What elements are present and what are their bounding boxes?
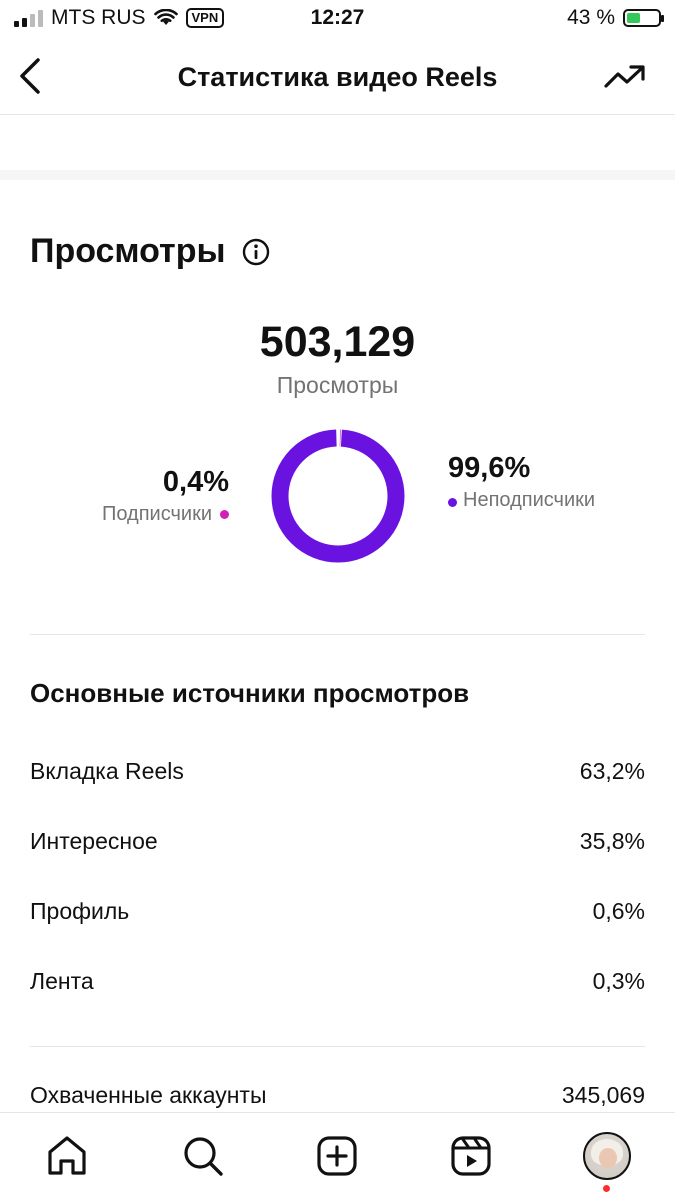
views-donut-chart [271,429,405,563]
views-section-title: Просмотры [30,232,270,271]
page-title: Статистика видео Reels [177,62,498,92]
source-value: 35,8% [579,828,645,854]
views-total: 503,129 [259,318,416,366]
followers-stat: 0,4% Подписчики [102,466,229,526]
vpn-badge: VPN [185,8,225,28]
non-followers-stat: 99,6% Неподписчики [448,452,618,513]
views-total-label: Просмотры [276,372,399,398]
wifi-icon [153,9,178,25]
status-bar: MTS RUS VPN 12:27 43 % [0,0,675,40]
sources-title: Основные источники просмотров [30,678,470,708]
source-value: 0,3% [592,968,645,994]
reels-icon[interactable] [448,1133,494,1179]
bottom-nav [0,1112,675,1201]
non-followers-label: Неподписчики [463,489,596,511]
trending-up-icon[interactable] [603,60,647,94]
followers-label-row: Подписчики [102,503,229,526]
notification-dot [603,1185,610,1192]
home-icon[interactable] [44,1133,90,1179]
source-label: Профиль [30,898,130,924]
signal-icon [14,9,43,27]
reach-label: Охваченные аккаунты [30,1082,267,1108]
source-value: 0,6% [592,898,645,924]
top-bar: Статистика видео Reels [0,42,675,115]
views-title: Просмотры [30,232,226,270]
status-left: MTS RUS VPN [14,6,225,30]
source-row: Профиль 0,6% [30,898,645,925]
non-followers-legend-dot [448,498,457,507]
battery-percent: 43 % [567,6,615,29]
source-label: Интересное [30,828,158,854]
followers-label: Подписчики [101,503,212,525]
source-label: Лента [30,968,94,994]
non-followers-percent: 99,6% [448,452,531,484]
carrier-name: MTS RUS [51,6,146,29]
back-arrow-icon[interactable] [14,56,48,96]
info-icon[interactable] [242,238,270,266]
followers-legend-dot [220,510,229,519]
profile-avatar[interactable] [583,1132,631,1180]
reach-value: 345,069 [561,1082,645,1108]
source-row: Лента 0,3% [30,968,645,995]
create-icon[interactable] [314,1133,360,1179]
source-row: Вкладка Reels 63,2% [30,758,645,785]
divider [30,634,645,635]
source-value: 63,2% [579,758,645,784]
battery-icon [623,9,664,27]
source-row: Интересное 35,8% [30,828,645,855]
donut-slice-non-followers [271,429,405,563]
status-right: 43 % [567,6,664,30]
non-followers-label-row: Неподписчики [448,487,618,513]
source-label: Вкладка Reels [30,758,184,784]
reach-row: Охваченные аккаунты 345,069 [30,1082,645,1109]
followers-percent: 0,4% [162,466,229,498]
search-icon[interactable] [180,1133,226,1179]
divider [30,1046,645,1047]
status-time: 12:27 [310,6,365,29]
section-separator [0,170,675,180]
